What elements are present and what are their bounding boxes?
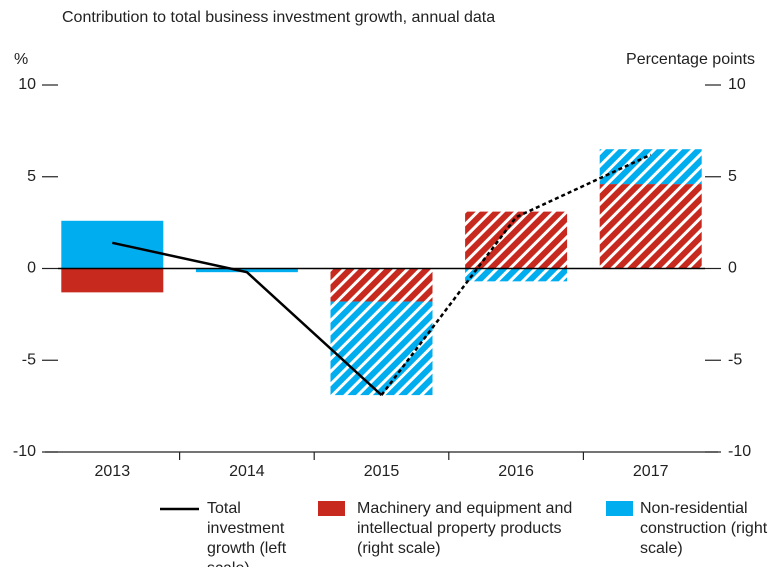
legend-label: Machinery and equipment and intellectual… <box>357 500 573 557</box>
bar <box>599 184 702 269</box>
x-tick-label: 2015 <box>364 463 400 480</box>
legend-swatch <box>318 501 345 516</box>
y2-tick-label: 10 <box>728 76 746 93</box>
y-tick-label: -5 <box>22 351 36 368</box>
line <box>112 241 383 397</box>
x-tick-label: 2016 <box>498 463 534 480</box>
y2-axis-label: Percentage points <box>626 51 755 68</box>
subtitle: Contribution to total business investmen… <box>62 9 495 26</box>
y2-tick-label: 5 <box>728 168 737 185</box>
y-tick-label: 5 <box>27 168 36 185</box>
bar <box>61 268 164 293</box>
bar <box>599 149 702 185</box>
x-tick-label: 2013 <box>95 463 131 480</box>
legend-label: Non-residential construction (right scal… <box>640 500 768 557</box>
bar <box>330 268 433 302</box>
y-tick-label: -10 <box>13 443 36 460</box>
y2-tick-label: -10 <box>728 443 751 460</box>
y2-tick-label: 0 <box>728 260 737 277</box>
x-tick-label: 2017 <box>633 463 669 480</box>
bar <box>195 268 298 273</box>
y-axis-label: % <box>14 51 28 68</box>
legend-label: Total investment growth (left scale) <box>207 500 287 567</box>
x-tick-label: 2014 <box>229 463 265 480</box>
y-tick-label: 10 <box>18 76 36 93</box>
bar <box>465 211 568 269</box>
y-tick-label: 0 <box>27 260 36 277</box>
line <box>380 153 652 396</box>
legend-swatch <box>606 501 633 516</box>
bar <box>61 220 164 269</box>
y2-tick-label: -5 <box>728 351 742 368</box>
bar <box>465 268 568 282</box>
